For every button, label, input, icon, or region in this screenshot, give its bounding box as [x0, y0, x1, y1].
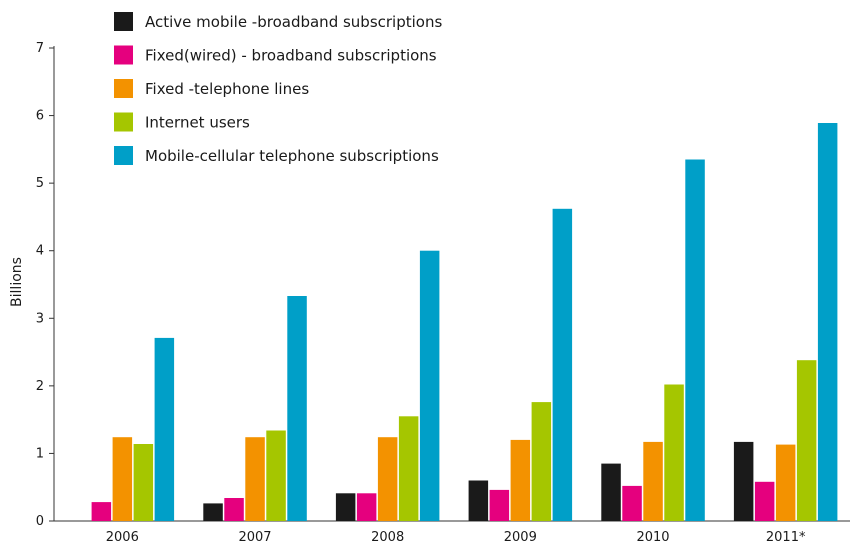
legend-swatch	[114, 112, 133, 132]
x-tick-label: 2011*	[766, 530, 806, 545]
bar	[817, 123, 838, 521]
y-tick-label: 3	[36, 311, 44, 326]
x-tick-label: 2006	[106, 530, 139, 545]
bar	[489, 489, 510, 521]
y-axis-title: Billions	[9, 257, 25, 307]
legend-label: Active mobile -broadband subscriptions	[145, 13, 442, 31]
x-tick-label: 2009	[504, 530, 537, 545]
bar	[775, 444, 796, 521]
bar	[398, 416, 419, 521]
x-tick-label: 2010	[636, 530, 669, 545]
x-tick-label: 2008	[371, 530, 404, 545]
bar	[552, 208, 573, 522]
bar	[377, 437, 398, 521]
axes: 0 1 2 3 4 5 6 7 2006 2007 2008 2009 2010 2011*	[36, 41, 850, 545]
y-tick-label: 4	[36, 244, 44, 259]
legend-swatch	[114, 79, 133, 98]
bar	[510, 439, 531, 521]
legend-swatch	[114, 146, 133, 165]
legend-label: Fixed(wired) - broadband subscriptions	[145, 47, 437, 65]
bar	[468, 480, 489, 521]
y-tick-label: 2	[36, 379, 44, 394]
bar	[266, 430, 286, 521]
bar	[531, 402, 552, 521]
y-tick-label: 1	[36, 446, 44, 461]
bar	[622, 485, 642, 521]
bar	[685, 159, 705, 521]
bar	[154, 337, 175, 521]
y-tick-label: 6	[36, 109, 44, 124]
y-tick-label: 7	[36, 41, 44, 56]
bar	[601, 463, 621, 521]
bars	[91, 123, 838, 522]
legend: Active mobile -broadband subscriptions Fi…	[114, 12, 442, 165]
legend-label: Mobile-cellular telephone subscriptions	[145, 147, 439, 165]
bar	[419, 250, 440, 521]
bar	[287, 296, 307, 521]
legend-swatch	[114, 45, 133, 65]
bar	[91, 502, 112, 521]
bar	[754, 481, 775, 521]
bar	[664, 384, 684, 521]
legend-label: Fixed -telephone lines	[145, 80, 309, 98]
bar	[245, 437, 265, 521]
bar	[733, 441, 754, 521]
bar	[203, 503, 223, 521]
bar	[356, 493, 377, 521]
y-tick-label: 0	[36, 514, 44, 529]
legend-label: Internet users	[145, 114, 250, 132]
bar	[796, 360, 817, 521]
legend-swatch	[114, 12, 133, 31]
bar	[224, 498, 244, 521]
x-tick-label: 2007	[238, 530, 271, 545]
bar	[133, 444, 154, 521]
y-tick-label: 5	[36, 176, 44, 191]
bar	[112, 437, 133, 521]
bar	[643, 441, 663, 521]
bar	[335, 493, 356, 521]
